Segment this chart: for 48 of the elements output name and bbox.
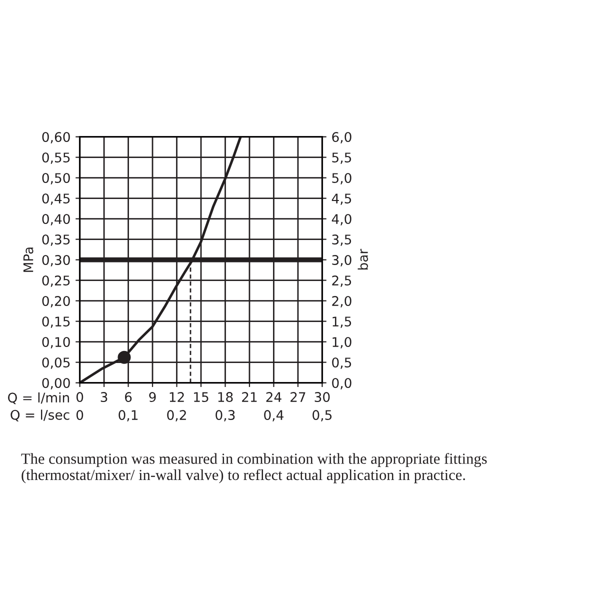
y-tick-label: 0,30 (42, 255, 70, 266)
x2-tick-label: 0,4 (264, 410, 284, 422)
y-tick-label: 0,45 (42, 194, 70, 205)
y2-tick-label: 3,0 (332, 255, 352, 266)
y-tick-label: 0,25 (42, 276, 70, 287)
x-tick-label: 21 (242, 392, 257, 402)
x-tick-label: 3 (100, 392, 108, 402)
x2-tick-label: 0 (76, 410, 84, 420)
x2-tick-label: 0,5 (312, 410, 332, 422)
y-tick-label: 0,50 (42, 173, 70, 184)
x-tick-label: 0 (76, 392, 84, 402)
y2-tick-label: 5,0 (332, 173, 352, 184)
y-axis-title: MPa (23, 248, 34, 272)
x-tick-label: 18 (218, 392, 233, 402)
x-tick-label: 15 (194, 392, 208, 402)
y-tick-label: 0,15 (42, 316, 70, 328)
y2-tick-label: 0,0 (332, 378, 352, 390)
x2-tick-label: 0,2 (167, 410, 186, 422)
y-tick-label: 0,60 (42, 132, 70, 144)
y2-tick-label: 4,0 (332, 214, 352, 226)
y2-tick-label: 4,5 (332, 194, 352, 205)
x2-tick-label: 0,1 (118, 410, 138, 422)
y-tick-label: 0,40 (42, 214, 70, 226)
y-tick-label: 0,10 (42, 337, 70, 348)
y2-tick-label: 1,0 (332, 337, 352, 348)
y2-tick-label: 2,5 (332, 276, 352, 287)
y2-axis-title: bar (358, 248, 368, 270)
y-tick-label: 0,20 (42, 296, 70, 308)
y-tick-label: 0,05 (42, 358, 70, 369)
y2-tick-label: 0,5 (332, 358, 352, 369)
y2-tick-label: 5,5 (332, 152, 352, 164)
x-tick-label: 12 (170, 392, 184, 402)
x-tick-label: 24 (266, 392, 282, 402)
x-tick-label: 9 (149, 392, 156, 402)
x2-tick-label: 0,3 (216, 410, 235, 422)
y2-tick-label: 6,0 (332, 132, 352, 144)
x2-axis-title: Q = l/sec (10, 410, 70, 422)
y-tick-label: 0,00 (42, 378, 70, 390)
y-tick-label: 0,55 (42, 152, 70, 164)
x-axis-title: Q = l/min (8, 392, 69, 404)
y2-tick-label: 2,0 (332, 296, 352, 308)
x-tick-label: 6 (125, 392, 132, 402)
text: The consumption was measured in combination with the appropriate fittings (thermostat/mixer/ in-wall valve) to reflect actual application in practice. (21, 453, 487, 484)
y2-tick-label: 1,5 (332, 316, 352, 328)
x-tick-label: 27 (290, 392, 306, 402)
y-tick-label: 0,35 (42, 234, 70, 246)
x-tick-label: 30 (314, 392, 330, 402)
y2-tick-label: 3,5 (332, 234, 352, 246)
